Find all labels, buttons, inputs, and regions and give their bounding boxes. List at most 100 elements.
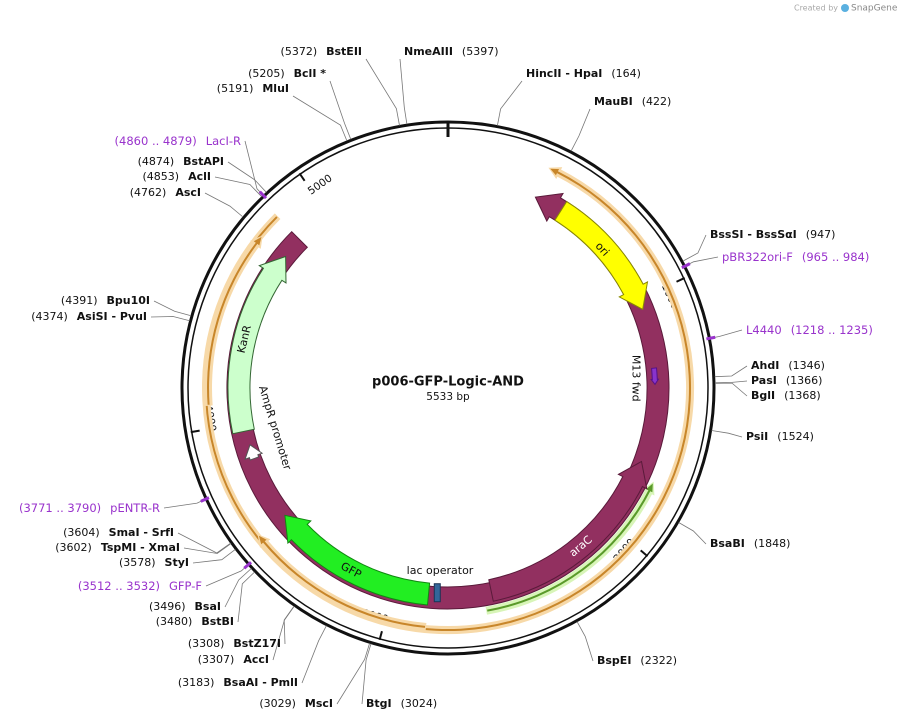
label-position: (1218 .. 1235) <box>791 323 873 337</box>
leader-line <box>714 365 748 378</box>
label-position: (965 .. 984) <box>802 250 870 264</box>
label-name: MscI <box>305 697 333 710</box>
label-name: PsiI <box>746 430 768 443</box>
label-name: pBR322ori-F <box>722 250 793 264</box>
primer-mark <box>706 335 716 341</box>
leader-line <box>329 80 352 140</box>
leader-line <box>183 543 232 554</box>
label-name: pENTR-R <box>110 501 160 515</box>
label-name: BspEI <box>597 654 631 667</box>
label-name: GFP-F <box>169 579 202 593</box>
label-position: (3308) <box>188 637 225 650</box>
primer-mark <box>681 262 691 270</box>
site-label: (5372) BstEII <box>281 45 362 58</box>
label-position: (3771 .. 3790) <box>19 501 101 515</box>
leader-line <box>711 430 743 438</box>
label-position: (422) <box>642 95 672 108</box>
leader-line <box>399 58 408 125</box>
tick-mark <box>190 429 200 434</box>
label-position: (1368) <box>784 389 821 402</box>
site-label: (3308) BstZ17I <box>188 637 281 650</box>
annotation-halo <box>204 235 263 407</box>
label-position: (4391) <box>61 294 98 307</box>
leader-line <box>361 643 372 705</box>
label-position: (4874) <box>138 155 175 168</box>
plasmid-name: p006-GFP-Logic-AND <box>372 375 524 390</box>
tick-label: 5000 <box>306 172 335 197</box>
site-label: (5191) MluI <box>217 82 289 95</box>
site-label: (3480) BstBI <box>156 615 234 628</box>
feature-label: lacI <box>397 173 418 189</box>
leader-line <box>153 300 192 317</box>
leader-line <box>214 176 262 197</box>
label-position: (1346) <box>788 359 825 372</box>
tick-mark <box>298 172 306 182</box>
lac-operator <box>433 583 441 603</box>
site-label: PsiI (1524) <box>746 430 814 443</box>
label-name: MluI <box>262 82 289 95</box>
label-name: Bpu10I <box>107 294 151 307</box>
label-position: (1848) <box>754 537 791 550</box>
leader-line <box>224 568 252 608</box>
label-name: BstEII <box>326 45 362 58</box>
label-position: (5397) <box>462 45 499 58</box>
label-position: (1524) <box>777 430 814 443</box>
site-label: (5205) BclI * <box>248 67 326 80</box>
label-position: (5372) <box>281 45 318 58</box>
site-label: (4853) AclI <box>143 170 211 183</box>
feature-arrow <box>488 460 648 602</box>
label-name: PasI <box>751 374 777 387</box>
label-position: (2322) <box>640 654 677 667</box>
leader-line <box>150 316 190 322</box>
label-name: BstZ17I <box>233 637 281 650</box>
leader-line <box>283 605 295 645</box>
label-name: MauBI <box>594 95 633 108</box>
site-label: AhdI (1346) <box>751 359 825 372</box>
label-name: SmaI - SrfI <box>109 526 174 539</box>
leader-line <box>177 532 231 554</box>
primer-mark <box>258 190 268 200</box>
leader-line <box>163 498 206 509</box>
feature-arrow <box>227 255 287 435</box>
site-label: (3029) MscI <box>259 697 333 710</box>
leader-line <box>714 380 748 384</box>
label-name: L4440 <box>746 323 782 337</box>
label-name: NmeAIII <box>404 45 453 58</box>
leader-line <box>365 58 400 126</box>
label-name: BstBI <box>201 615 234 628</box>
label-name: BsaBI <box>710 537 745 550</box>
primer-mark <box>200 496 210 503</box>
primer-label: pBR322ori-F (965 .. 984) <box>722 250 869 264</box>
leader-line <box>336 643 370 705</box>
site-label: (3604) SmaI - SrfI <box>63 526 174 539</box>
label-name: BssSI - BssSαI <box>710 228 797 241</box>
label-position: (5191) <box>217 82 254 95</box>
site-label: BglI (1368) <box>751 389 821 402</box>
label-position: (4860 .. 4879) <box>115 134 197 148</box>
feature-label: lac operator <box>407 564 474 577</box>
tick-mark <box>640 549 649 557</box>
primer-label: L4440 (1218 .. 1235) <box>746 323 873 337</box>
site-label: (3307) AccI <box>198 653 269 666</box>
label-position: (5205) <box>248 67 285 80</box>
site-label: MauBI (422) <box>594 95 671 108</box>
label-position: (4374) <box>31 310 68 323</box>
label-name: StyI <box>165 556 189 569</box>
leader-line <box>272 606 295 661</box>
primer-label: (3771 .. 3790) pENTR-R <box>19 501 160 515</box>
label-name: BglI <box>751 389 775 402</box>
site-label: PasI (1366) <box>751 374 822 387</box>
leader-line <box>204 192 244 218</box>
label-name: AhdI <box>751 359 779 372</box>
label-name: TspMI - XmaI <box>101 541 180 554</box>
tick-mark <box>378 630 383 641</box>
label-position: (3307) <box>198 653 235 666</box>
site-label: (4391) Bpu10I <box>61 294 150 307</box>
leader-line <box>192 549 236 564</box>
label-name: AsiSI - PvuI <box>77 310 147 323</box>
site-label: (3496) BsaI <box>149 600 221 613</box>
label-position: (4762) <box>130 186 167 199</box>
label-name: BsaI <box>195 600 221 613</box>
feature-arrow <box>244 444 264 461</box>
